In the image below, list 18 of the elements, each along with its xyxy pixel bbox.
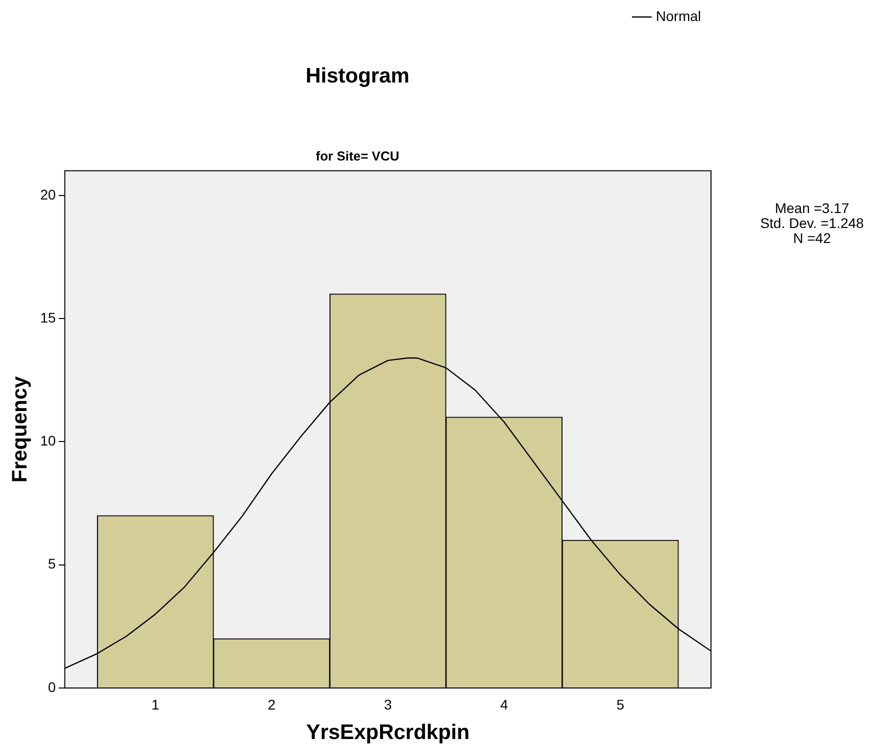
x-tick-label: 4 bbox=[500, 696, 508, 712]
y-tick-label: 5 bbox=[48, 556, 56, 572]
y-axis-title: Frequency bbox=[8, 376, 32, 482]
text: Std. Dev. =1.248 bbox=[760, 214, 864, 231]
y-tick-label: 0 bbox=[48, 678, 56, 695]
x-tick-label: 5 bbox=[616, 696, 624, 712]
text: N =42 bbox=[793, 230, 832, 246]
x-axis-title: YrsExpRcrdkpin bbox=[306, 721, 470, 744]
y-tick-label: 15 bbox=[40, 309, 56, 326]
y-tick-label: 20 bbox=[40, 186, 56, 202]
chart-title: Histogram bbox=[306, 64, 410, 88]
legend-label: Normal bbox=[656, 8, 702, 24]
chart-subtitle: for Site= VCU bbox=[316, 148, 400, 164]
y-tick-label: 10 bbox=[40, 432, 56, 449]
x-tick-label: 2 bbox=[268, 696, 276, 712]
x-tick-label: 1 bbox=[152, 696, 160, 712]
text: Mean =3.17 bbox=[774, 200, 850, 216]
x-tick-label: 3 bbox=[384, 696, 392, 712]
